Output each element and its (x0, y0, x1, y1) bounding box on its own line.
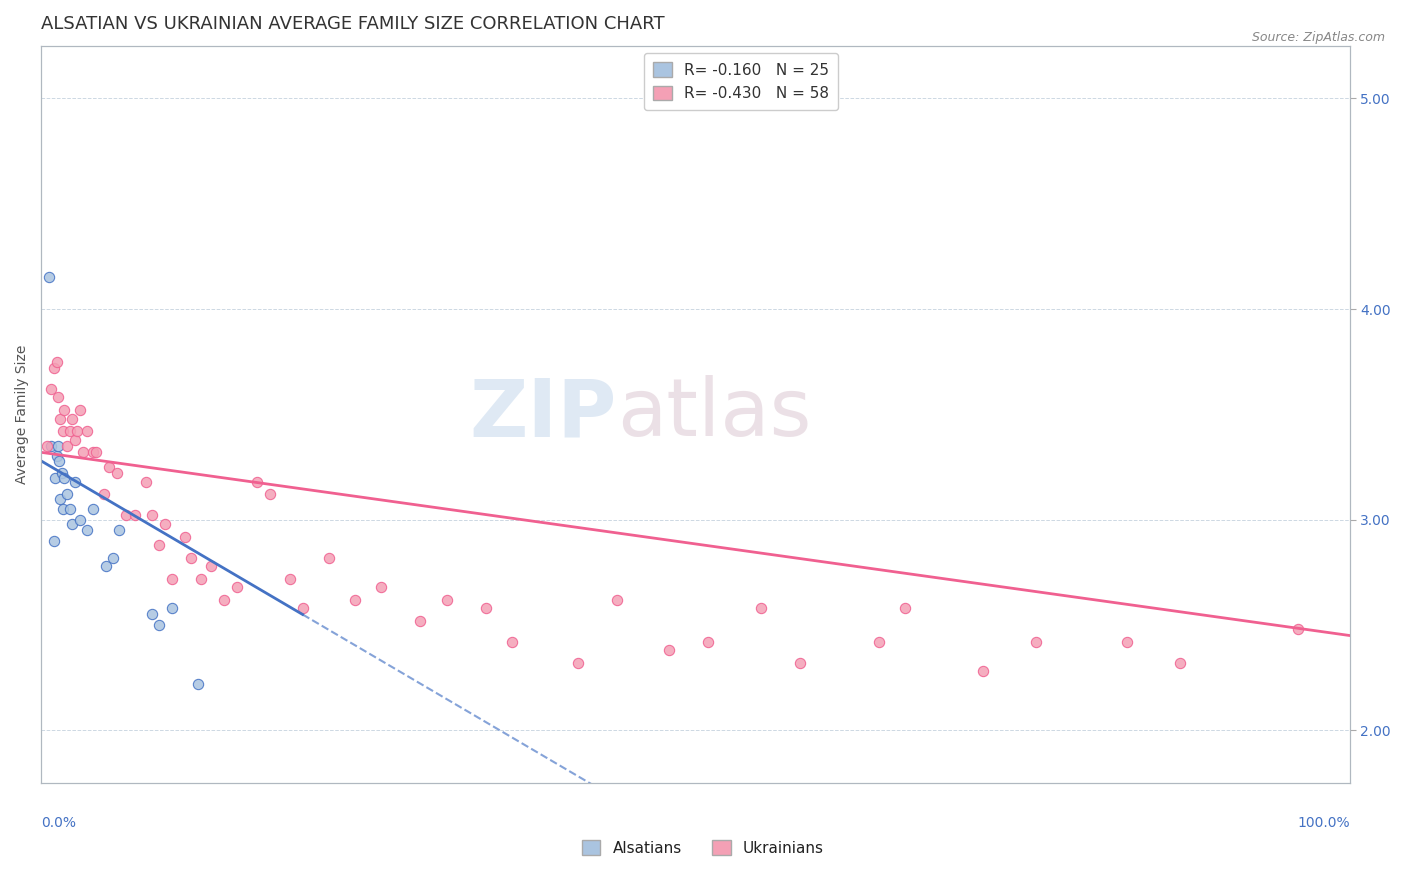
Point (52, 502, 75, 516)
Point (82, 445, 104, 459)
Point (972, 665, 994, 679)
Point (48, 453, 70, 467)
Point (42, 533, 65, 548)
Point (49, 411, 72, 425)
Point (69, 513, 91, 527)
Point (84, 445, 107, 459)
Point (148, 618, 170, 632)
Point (173, 530, 195, 544)
Point (59, 502, 82, 516)
Point (97, 460, 120, 475)
Point (108, 523, 131, 537)
Point (141, 508, 163, 523)
Point (789, 656, 811, 670)
Point (148, 538, 170, 552)
Point (291, 601, 314, 615)
Point (409, 614, 432, 628)
Point (96, 559, 118, 574)
Point (190, 572, 212, 586)
Point (38, 270, 60, 285)
Point (868, 635, 890, 649)
Point (1168, 656, 1191, 670)
Point (697, 635, 720, 649)
Point (894, 601, 917, 615)
Point (53, 403, 76, 417)
Point (46, 439, 69, 453)
Point (200, 559, 222, 574)
Text: Source: ZipAtlas.com: Source: ZipAtlas.com (1251, 31, 1385, 45)
Text: 100.0%: 100.0% (1298, 816, 1350, 830)
Point (246, 475, 269, 489)
Point (226, 580, 249, 594)
Point (45, 354, 67, 368)
Legend: R= -0.160   N = 25, R= -0.430   N = 58: R= -0.160 N = 25, R= -0.430 N = 58 (644, 54, 838, 111)
Point (63, 433, 86, 447)
Point (39, 439, 62, 453)
Point (343, 592, 366, 607)
Point (60, 411, 83, 425)
Point (76, 424, 98, 438)
Point (475, 601, 498, 615)
Point (180, 550, 202, 565)
Point (160, 572, 183, 586)
Point (52, 424, 75, 438)
Point (101, 550, 124, 565)
Text: 0.0%: 0.0% (41, 816, 76, 830)
Point (141, 607, 163, 622)
Point (1286, 622, 1309, 636)
Point (105, 467, 128, 481)
Point (60, 516, 83, 531)
Point (160, 601, 183, 615)
Point (82, 502, 104, 516)
Point (749, 601, 772, 615)
Point (76, 523, 98, 537)
Point (51, 467, 73, 481)
Point (606, 592, 628, 607)
Point (46, 391, 69, 405)
Point (658, 643, 681, 657)
Point (63, 475, 86, 489)
Point (259, 487, 281, 501)
Text: ALSATIAN VS UKRAINIAN AVERAGE FAMILY SIZE CORRELATION CHART: ALSATIAN VS UKRAINIAN AVERAGE FAMILY SIZ… (41, 15, 665, 33)
Point (187, 677, 209, 691)
Point (53, 470, 76, 484)
Text: atlas: atlas (617, 376, 811, 453)
Y-axis label: Average Family Size: Average Family Size (15, 344, 30, 484)
Point (59, 424, 82, 438)
Text: ZIP: ZIP (470, 376, 617, 453)
Point (212, 592, 235, 607)
Point (501, 635, 523, 649)
Point (72, 445, 94, 459)
Point (153, 516, 176, 531)
Point (39, 382, 62, 396)
Point (370, 580, 392, 594)
Point (49, 491, 72, 506)
Point (135, 475, 157, 489)
Point (567, 656, 589, 670)
Point (93, 487, 115, 501)
Point (45, 450, 67, 464)
Point (1025, 635, 1047, 649)
Point (44, 470, 66, 484)
Point (42, 361, 65, 376)
Point (37, 439, 59, 453)
Point (124, 508, 146, 523)
Point (56, 439, 79, 453)
Point (69, 403, 91, 417)
Point (1116, 635, 1139, 649)
Point (318, 550, 340, 565)
Point (436, 592, 458, 607)
Point (115, 508, 138, 523)
Point (66, 424, 89, 438)
Legend: Alsatians, Ukrainians: Alsatians, Ukrainians (576, 834, 830, 862)
Point (56, 487, 79, 501)
Point (278, 572, 301, 586)
